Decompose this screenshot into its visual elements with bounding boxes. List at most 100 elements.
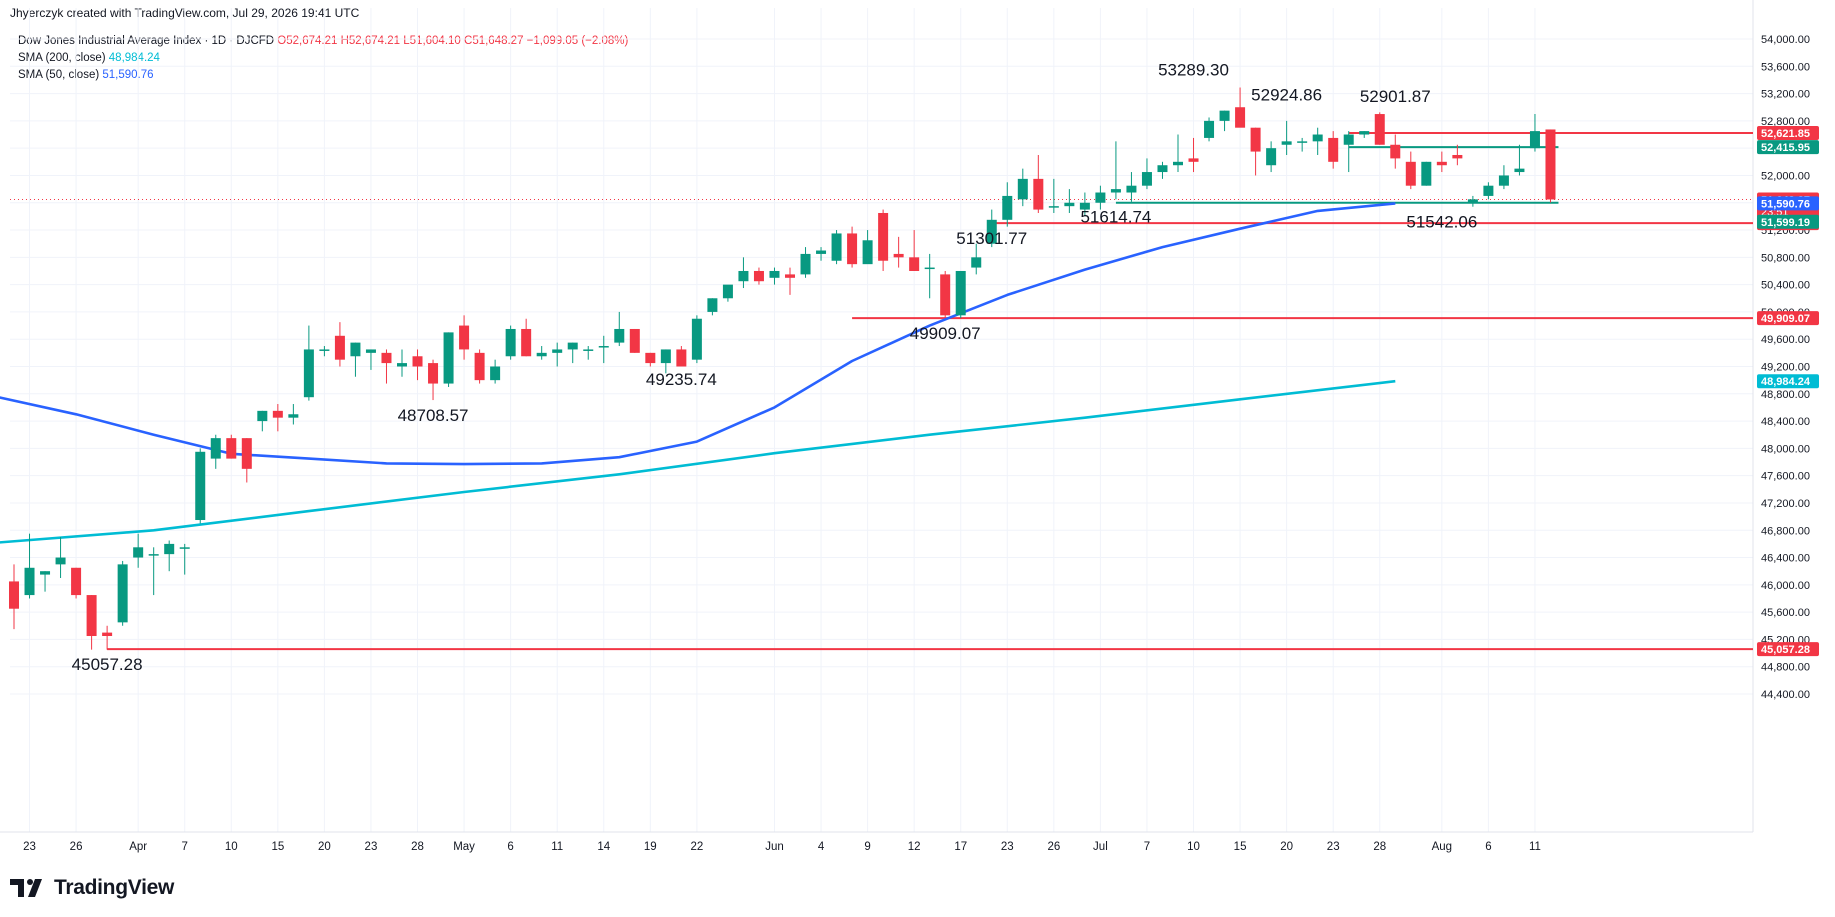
- candle-body: [1498, 175, 1509, 186]
- candle-up: [24, 533, 35, 599]
- candle-body: [334, 335, 345, 360]
- symbol-row[interactable]: Dow Jones Industrial Average Index · 1D …: [18, 33, 628, 50]
- candle-body: [816, 250, 827, 254]
- candle-body: [583, 349, 594, 351]
- candle-body: [753, 270, 764, 282]
- time-tick-label: 20: [1280, 841, 1293, 853]
- candle-body: [1048, 206, 1059, 208]
- candle-up: [1297, 137, 1308, 152]
- candle-up: [133, 533, 144, 568]
- price-tag-bg: [1757, 196, 1819, 211]
- candle-body: [1079, 202, 1090, 210]
- time-tick-label: 15: [271, 841, 284, 853]
- candle-down: [940, 270, 951, 319]
- candle-up: [1173, 134, 1183, 173]
- candle-body: [365, 349, 376, 353]
- candle-down: [753, 267, 764, 285]
- candle-up: [1095, 185, 1106, 210]
- price-tick-label: 44,400.00: [1761, 689, 1810, 701]
- candle-down: [9, 564, 19, 630]
- candle-body: [552, 349, 563, 353]
- candle-body: [397, 363, 407, 367]
- candle-up: [583, 346, 594, 360]
- candle-down: [1374, 112, 1385, 145]
- candle-body: [272, 410, 283, 418]
- candle-up: [350, 342, 361, 377]
- candle-up: [257, 410, 268, 432]
- candle-body: [971, 257, 982, 268]
- sma50-row[interactable]: SMA (50, close) 51,590.76: [18, 67, 628, 84]
- candle-body: [102, 632, 113, 637]
- time-tick-label: Jun: [765, 841, 784, 853]
- candle-body: [1529, 131, 1540, 149]
- candle-body: [1359, 131, 1370, 135]
- candle-up: [691, 315, 702, 364]
- candle-body: [474, 352, 485, 381]
- candle-up: [490, 359, 501, 384]
- price-tick-label: 46,800.00: [1761, 525, 1810, 537]
- legend: Dow Jones Industrial Average Index · 1D …: [18, 33, 628, 84]
- candle-body: [241, 438, 252, 469]
- candle-body: [350, 342, 361, 357]
- candle-up: [1514, 144, 1525, 176]
- price-tick-label: 46,000.00: [1761, 580, 1810, 592]
- candle-body: [381, 352, 392, 364]
- candle-up: [1421, 161, 1432, 186]
- candle-down: [629, 328, 640, 353]
- price-tick-label: 52,800.00: [1761, 116, 1810, 128]
- candle-up: [365, 349, 376, 370]
- candle-up: [55, 537, 66, 579]
- candle-body: [598, 346, 609, 348]
- price-tag-bg: [1757, 374, 1819, 389]
- candle-down: [381, 349, 392, 384]
- symbol-title: Dow Jones Industrial Average Index · 1D …: [18, 35, 275, 47]
- candle-body: [1421, 161, 1432, 186]
- grid-lines: [10, 8, 1753, 832]
- price-tag-bg: [1757, 126, 1819, 141]
- candle-up: [397, 349, 407, 377]
- candle-down: [71, 567, 82, 599]
- tradingview-footer[interactable]: TradingView: [10, 876, 174, 900]
- candle-up: [1017, 168, 1028, 207]
- candle-body: [722, 284, 733, 299]
- candle-body: [1312, 134, 1323, 142]
- candle-body: [40, 571, 51, 575]
- candle-down: [241, 438, 252, 483]
- price-annotation: 51542.06: [1406, 213, 1477, 232]
- candle-body: [226, 438, 237, 459]
- candle-body: [909, 257, 920, 271]
- candle-body: [567, 342, 578, 350]
- price-tag-label: 51,599.19: [1761, 217, 1810, 229]
- candle-body: [940, 274, 951, 316]
- time-tick-label: 6: [507, 841, 513, 853]
- time-tick-label: 20: [318, 841, 331, 853]
- candle-down: [1452, 144, 1463, 166]
- candle-body: [862, 240, 873, 265]
- candle-body: [1126, 185, 1137, 193]
- candle-up: [660, 349, 671, 374]
- sma200-row[interactable]: SMA (200, close) 48,984.24: [18, 50, 628, 67]
- candle-up: [862, 230, 873, 265]
- candle-body: [490, 366, 501, 381]
- time-tick-label: 15: [1234, 841, 1247, 853]
- candle-up: [1219, 110, 1230, 132]
- price-tick-label: 54,000.00: [1761, 34, 1810, 46]
- candle-body: [847, 233, 858, 265]
- candle-down: [459, 315, 470, 360]
- candle-body: [1219, 110, 1230, 121]
- candle-body: [1467, 199, 1478, 203]
- candle-up: [505, 325, 516, 360]
- candle-body: [676, 349, 687, 367]
- price-tick-label: 48,800.00: [1761, 389, 1810, 401]
- price-tag-label: 49,909.07: [1761, 313, 1810, 325]
- candle-body: [319, 349, 330, 351]
- candle-up: [1110, 141, 1121, 200]
- time-tick-label: 28: [411, 841, 424, 853]
- candle-body: [1017, 178, 1028, 200]
- horizontal-levels: [107, 132, 1753, 651]
- candle-body: [1204, 120, 1215, 138]
- candle-up: [816, 247, 827, 261]
- candle-body: [1110, 189, 1121, 193]
- candle-down: [645, 352, 656, 367]
